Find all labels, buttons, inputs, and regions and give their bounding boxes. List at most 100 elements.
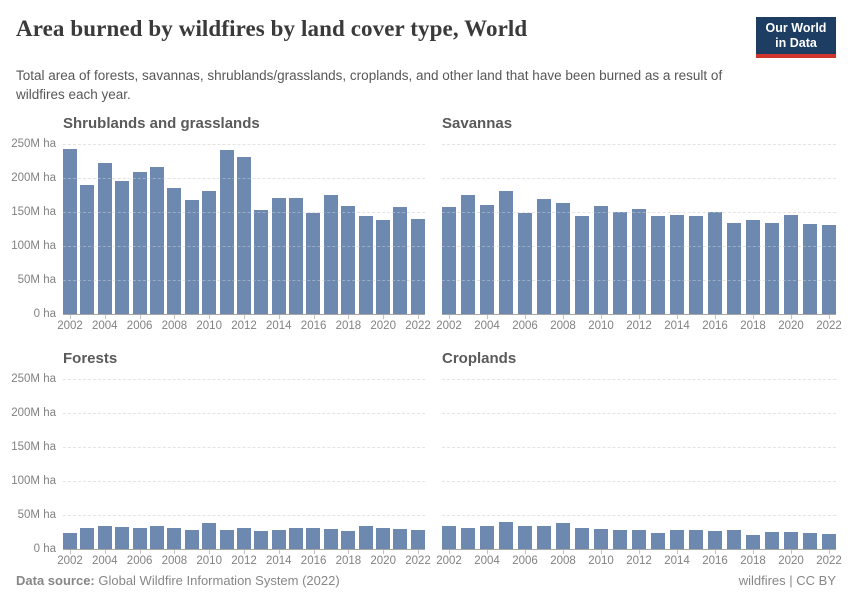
license-link[interactable]: wildfires | CC BY [738,573,836,588]
bar-2006[interactable] [518,525,532,550]
bar-2013[interactable] [651,533,665,550]
bar-2009[interactable] [184,529,199,550]
owid-logo[interactable]: Our World in Data [756,17,836,58]
bar-2014[interactable] [670,529,684,550]
bar-2017[interactable] [323,528,338,550]
x-tick-label: 2022 [816,555,842,568]
bar-2007[interactable] [149,167,164,315]
bar-2012[interactable] [236,157,251,315]
bar-2006[interactable] [518,213,532,315]
bar-2005[interactable] [115,526,130,550]
bar-2018[interactable] [341,530,356,550]
bar-2021[interactable] [803,223,817,315]
bar-2015[interactable] [689,529,703,550]
bar-2016[interactable] [306,527,321,550]
gridline-overlay [442,178,836,180]
bar-2017[interactable] [727,529,741,550]
bar-2004[interactable] [97,163,112,315]
bar-2015[interactable] [289,198,304,315]
bar-2010[interactable] [594,528,608,550]
bar-2003[interactable] [80,527,95,550]
x-tick-label: 2016 [702,555,728,568]
bar-2017[interactable] [323,195,338,315]
x-tick-label: 2020 [778,320,804,333]
bar-2010[interactable] [202,190,217,315]
bar-2008[interactable] [556,523,570,550]
bar-2022[interactable] [410,529,425,550]
x-tick-mark [209,550,211,555]
bar-2012[interactable] [632,530,646,550]
x-tick-mark [418,550,419,555]
bar-2003[interactable] [80,185,95,315]
bar-2005[interactable] [499,190,513,315]
bar-2022[interactable] [822,224,836,315]
bar-2021[interactable] [803,533,817,550]
bar-2006[interactable] [132,172,147,315]
bar-2005[interactable] [499,522,513,550]
bar-2013[interactable] [254,210,269,315]
bar-2012[interactable] [632,208,646,315]
bar-2002[interactable] [63,149,77,315]
bar-2004[interactable] [480,525,494,550]
bar-2010[interactable] [202,523,217,550]
bar-2022[interactable] [410,219,425,315]
bar-2015[interactable] [289,527,304,550]
x-tick-mark [174,550,176,555]
bar-2021[interactable] [393,528,408,550]
bar-2006[interactable] [132,528,147,550]
bar-2011[interactable] [613,211,627,315]
bar-2011[interactable] [219,150,234,315]
bar-2003[interactable] [461,195,475,315]
bar-2009[interactable] [184,200,199,315]
x-tick-label: 2010 [196,555,222,568]
bar-2014[interactable] [271,529,286,550]
bar-2014[interactable] [670,215,684,315]
bar-2007[interactable] [537,198,551,315]
bar-2014[interactable] [271,198,286,315]
bar-2008[interactable] [167,528,182,550]
x-tick-mark [601,315,602,320]
bar-2005[interactable] [115,181,130,315]
bar-2002[interactable] [442,526,456,550]
bar-2012[interactable] [236,527,251,550]
bar-2013[interactable] [254,530,269,550]
bar-2009[interactable] [575,527,589,550]
bar-2007[interactable] [149,525,164,550]
bar-2004[interactable] [97,525,112,550]
bar-2019[interactable] [765,223,779,315]
bar-2017[interactable] [727,222,741,315]
owid-logo-line1: Our World [765,21,827,35]
bar-2018[interactable] [341,205,356,315]
x-tick-label: 2012 [626,320,652,333]
bar-2019[interactable] [765,531,779,550]
bar-2020[interactable] [784,532,798,550]
x-tick-label: 2016 [702,320,728,333]
bar-2015[interactable] [689,215,703,315]
bar-2020[interactable] [376,527,391,550]
bar-2007[interactable] [537,526,551,550]
bar-2019[interactable] [358,526,373,550]
bar-2022[interactable] [822,534,836,550]
bar-2016[interactable] [708,212,722,315]
bar-2004[interactable] [480,204,494,315]
bar-2011[interactable] [613,530,627,550]
x-tick-label: 2022 [816,320,842,333]
bar-2019[interactable] [358,215,373,315]
bar-2021[interactable] [393,206,408,315]
bar-2020[interactable] [784,215,798,315]
bar-2002[interactable] [442,206,456,315]
bar-2011[interactable] [219,529,234,550]
bar-2020[interactable] [376,220,391,315]
bar-2016[interactable] [306,213,321,315]
bar-2009[interactable] [575,215,589,315]
bar-2002[interactable] [63,533,77,550]
bar-2003[interactable] [461,527,475,550]
bar-2010[interactable] [594,206,608,315]
bar-2018[interactable] [746,535,760,550]
bar-2008[interactable] [556,202,570,315]
bar-2008[interactable] [167,187,182,315]
bar-2018[interactable] [746,220,760,315]
bar-2013[interactable] [651,216,665,315]
bar-2016[interactable] [708,530,722,550]
x-tick-mark [348,315,350,320]
